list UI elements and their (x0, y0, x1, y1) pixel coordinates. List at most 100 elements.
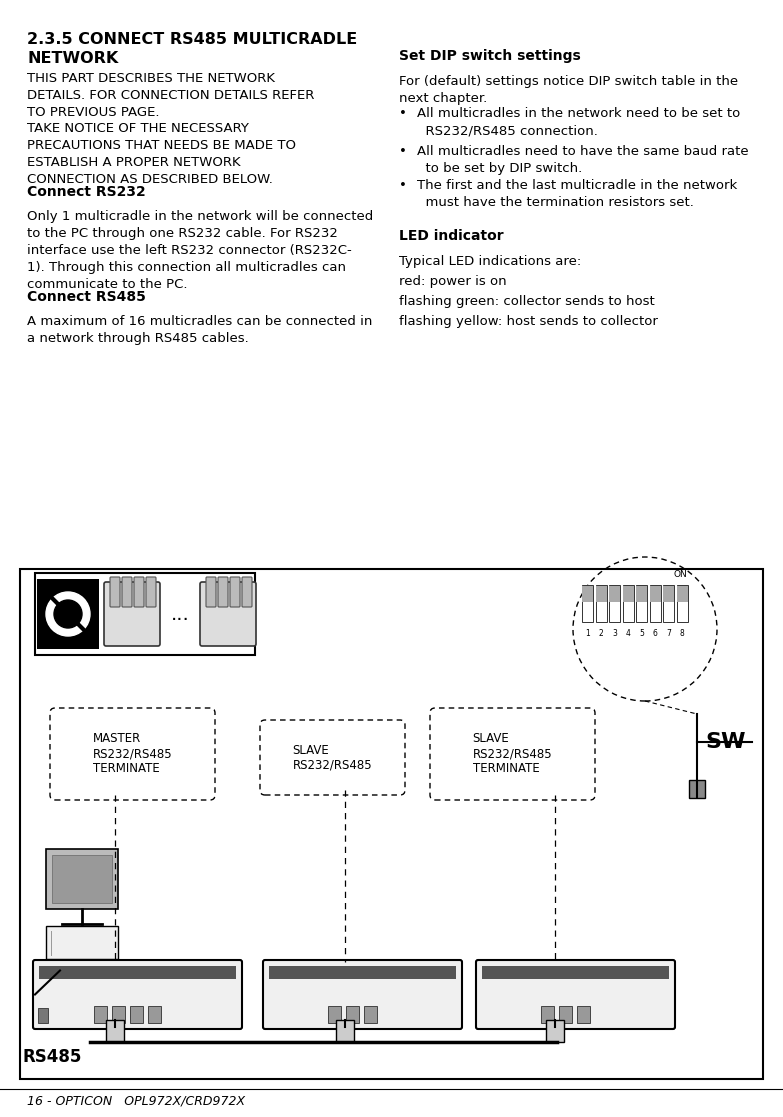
Text: 2: 2 (599, 629, 604, 638)
Text: 4: 4 (626, 629, 630, 638)
FancyBboxPatch shape (476, 960, 675, 1029)
Text: RS485: RS485 (22, 1048, 81, 1066)
FancyBboxPatch shape (577, 1006, 590, 1023)
FancyBboxPatch shape (206, 577, 216, 607)
FancyBboxPatch shape (70, 972, 80, 976)
Text: TAKE NOTICE OF THE NECESSARY
PRECAUTIONS THAT NEEDS BE MADE TO
ESTABLISH A PROPE: TAKE NOTICE OF THE NECESSARY PRECAUTIONS… (27, 122, 297, 187)
FancyBboxPatch shape (596, 586, 607, 602)
FancyBboxPatch shape (482, 966, 669, 978)
FancyBboxPatch shape (146, 577, 156, 607)
FancyBboxPatch shape (94, 1006, 107, 1023)
Text: ON: ON (673, 570, 687, 579)
FancyBboxPatch shape (541, 1006, 554, 1023)
FancyBboxPatch shape (689, 780, 705, 798)
FancyBboxPatch shape (122, 577, 132, 607)
Text: MASTER
RS232/RS485
TERMINATE: MASTER RS232/RS485 TERMINATE (92, 733, 172, 775)
FancyBboxPatch shape (596, 585, 607, 622)
Text: All multicradles in the network need to be set to
  RS232/RS485 connection.: All multicradles in the network need to … (417, 107, 741, 137)
FancyBboxPatch shape (104, 582, 160, 646)
Text: red: power is on: red: power is on (399, 275, 507, 288)
FancyBboxPatch shape (200, 582, 256, 646)
FancyBboxPatch shape (35, 573, 255, 655)
FancyBboxPatch shape (582, 585, 593, 622)
FancyBboxPatch shape (59, 966, 67, 971)
FancyBboxPatch shape (37, 579, 99, 649)
FancyBboxPatch shape (364, 1006, 377, 1023)
Text: A maximum of 16 multicradles can be connected in
a network through RS485 cables.: A maximum of 16 multicradles can be conn… (27, 315, 373, 345)
FancyBboxPatch shape (106, 972, 116, 976)
FancyBboxPatch shape (636, 586, 647, 602)
Text: 1: 1 (585, 629, 590, 638)
FancyBboxPatch shape (269, 966, 456, 978)
FancyBboxPatch shape (260, 720, 405, 795)
Circle shape (46, 592, 90, 636)
Text: 6: 6 (652, 629, 658, 638)
FancyBboxPatch shape (546, 1020, 564, 1042)
FancyBboxPatch shape (38, 963, 125, 978)
FancyBboxPatch shape (112, 1006, 125, 1023)
FancyBboxPatch shape (148, 1006, 161, 1023)
FancyBboxPatch shape (663, 586, 674, 602)
FancyBboxPatch shape (106, 966, 116, 971)
Text: Typical LED indications are:: Typical LED indications are: (399, 255, 582, 268)
Text: Set DIP switch settings: Set DIP switch settings (399, 49, 581, 63)
FancyBboxPatch shape (650, 586, 661, 602)
FancyBboxPatch shape (134, 577, 144, 607)
FancyBboxPatch shape (46, 849, 118, 909)
FancyBboxPatch shape (110, 577, 120, 607)
FancyBboxPatch shape (106, 1020, 124, 1042)
FancyBboxPatch shape (336, 1020, 354, 1042)
Text: ...: ... (171, 604, 189, 623)
FancyBboxPatch shape (82, 972, 92, 976)
FancyBboxPatch shape (230, 577, 240, 607)
FancyBboxPatch shape (430, 708, 595, 800)
FancyBboxPatch shape (70, 966, 80, 971)
FancyBboxPatch shape (346, 1006, 359, 1023)
FancyBboxPatch shape (46, 966, 56, 971)
Text: LED indicator: LED indicator (399, 229, 504, 244)
Text: flashing green: collector sends to host: flashing green: collector sends to host (399, 295, 655, 308)
Text: •: • (399, 107, 407, 120)
Text: 16 - OPTICON   OPL972X/CRD972X: 16 - OPTICON OPL972X/CRD972X (27, 1095, 246, 1107)
FancyBboxPatch shape (609, 585, 620, 622)
FancyBboxPatch shape (95, 966, 103, 971)
FancyBboxPatch shape (20, 569, 763, 1079)
FancyBboxPatch shape (50, 708, 215, 800)
FancyBboxPatch shape (636, 585, 647, 622)
Text: Connect RS232: Connect RS232 (27, 185, 146, 199)
Text: For (default) settings notice DIP switch table in the
next chapter.: For (default) settings notice DIP switch… (399, 75, 738, 105)
Text: 3: 3 (612, 629, 617, 638)
Text: •: • (399, 179, 407, 192)
FancyBboxPatch shape (622, 586, 633, 602)
FancyBboxPatch shape (559, 1006, 572, 1023)
Text: 7: 7 (666, 629, 671, 638)
Text: Connect RS485: Connect RS485 (27, 290, 146, 304)
Text: SLAVE
RS232/RS485
TERMINATE: SLAVE RS232/RS485 TERMINATE (473, 733, 552, 775)
FancyBboxPatch shape (650, 585, 661, 622)
FancyBboxPatch shape (59, 972, 67, 976)
Text: SLAVE
RS232/RS485: SLAVE RS232/RS485 (293, 744, 372, 772)
Text: 8: 8 (680, 629, 684, 638)
FancyBboxPatch shape (622, 585, 633, 622)
Circle shape (54, 600, 82, 628)
FancyBboxPatch shape (82, 966, 92, 971)
FancyBboxPatch shape (38, 1008, 48, 1023)
Text: 5: 5 (639, 629, 644, 638)
FancyBboxPatch shape (130, 1006, 143, 1023)
FancyBboxPatch shape (46, 926, 118, 960)
FancyBboxPatch shape (328, 1006, 341, 1023)
FancyBboxPatch shape (46, 972, 56, 976)
Text: The first and the last multicradle in the network
  must have the termination re: The first and the last multicradle in th… (417, 179, 738, 209)
FancyBboxPatch shape (263, 960, 462, 1029)
FancyBboxPatch shape (52, 855, 112, 903)
FancyBboxPatch shape (242, 577, 252, 607)
FancyBboxPatch shape (677, 586, 687, 602)
FancyBboxPatch shape (33, 960, 242, 1029)
Text: All multicradles need to have the same baud rate
  to be set by DIP switch.: All multicradles need to have the same b… (417, 145, 749, 175)
Text: THIS PART DESCRIBES THE NETWORK
DETAILS. FOR CONNECTION DETAILS REFER
TO PREVIOU: THIS PART DESCRIBES THE NETWORK DETAILS.… (27, 71, 315, 120)
FancyBboxPatch shape (582, 586, 593, 602)
FancyBboxPatch shape (95, 972, 103, 976)
Text: SW: SW (705, 732, 745, 752)
Text: •: • (399, 145, 407, 157)
FancyBboxPatch shape (39, 966, 236, 978)
